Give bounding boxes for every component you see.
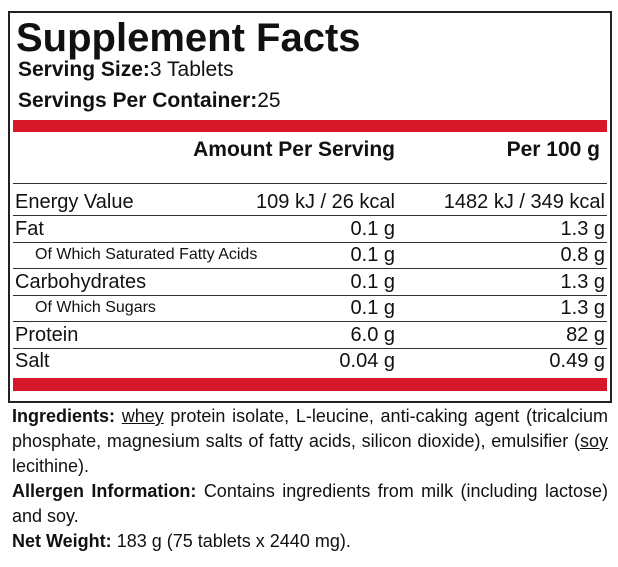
label: Servings Per Container: <box>18 89 258 112</box>
nutrient-name: Of Which Saturated Fatty Acids <box>35 246 258 263</box>
red-bar <box>13 120 607 132</box>
value: 25 <box>257 89 281 112</box>
label: Serving Size: <box>18 58 150 81</box>
table-row: Of Which Sugars 0.1 g 1.3 g <box>13 295 607 322</box>
table-row: Salt 0.04 g 0.49 g <box>13 348 607 374</box>
nutrient-name: Protein <box>15 323 79 346</box>
serving-size: Serving Size:3 Tablets <box>18 57 234 83</box>
servings: Servings Per Container:25 <box>18 88 281 114</box>
nutrient-name: Of Which Sugars <box>35 299 156 316</box>
facts-panel: Supplement Facts Serving Size:3 Tablets … <box>8 11 612 403</box>
per-serving: 0.1 g <box>350 297 395 319</box>
text: protein isolate, L-leucine, anti-caking … <box>12 406 608 451</box>
per-100g: 1.3 g <box>560 217 605 240</box>
per-serving: 0.1 g <box>350 244 395 266</box>
per-100g: 0.8 g <box>560 244 605 266</box>
ingredients: Ingredients: whey protein isolate, L-leu… <box>12 404 608 479</box>
allergen: Allergen Information: Contains ingredien… <box>12 479 608 529</box>
per-serving: 0.1 g <box>350 270 395 293</box>
label: Allergen Information: <box>12 481 197 501</box>
table-row: Energy Value 109 kJ / 26 kcal 1482 kJ / 34… <box>13 189 607 216</box>
nutrient-name: Fat <box>15 217 44 240</box>
per-100g: 82 g <box>566 323 605 346</box>
table-row: Protein 6.0 g 82 g <box>13 322 607 349</box>
per-100g: 1482 kJ / 349 kcal <box>443 191 605 213</box>
text: lecithine). <box>12 456 90 476</box>
label: Ingredients: <box>12 406 116 426</box>
title: Supplement Facts <box>16 16 361 60</box>
per-serving: 109 kJ / 26 kcal <box>256 191 395 213</box>
per-100g: 0.49 g <box>549 350 605 372</box>
divider <box>13 183 607 184</box>
nutrient-name: Carbohydrates <box>15 270 147 293</box>
per-serving: 0.04 g <box>339 350 395 372</box>
footer-text: Ingredients: whey protein isolate, L-leu… <box>12 404 608 554</box>
allergen-word: whey <box>121 406 164 426</box>
text: 183 g (75 tablets x 2440 mg). <box>116 531 351 551</box>
table-row: Carbohydrates 0.1 g 1.3 g <box>13 269 607 296</box>
column-header: Amount Per Serving <box>193 138 395 161</box>
per-100g: 1.3 g <box>560 297 605 319</box>
column-header: Per 100 g <box>506 138 600 161</box>
value: 3 Tablets <box>149 58 234 81</box>
allergen-word: soy <box>579 431 608 451</box>
nutrient-name: Salt <box>15 350 50 372</box>
per-100g: 1.3 g <box>560 270 605 293</box>
per-serving: 0.1 g <box>350 217 395 240</box>
label: Net Weight: <box>12 531 112 551</box>
table-row: Of Which Saturated Fatty Acids 0.1 g 0.8 g <box>13 242 607 269</box>
text: Contains ingredients from milk (includin… <box>12 481 608 526</box>
nutrient-name: Energy Value <box>15 191 134 213</box>
per-serving: 6.0 g <box>350 323 395 346</box>
table-row: Fat 0.1 g 1.3 g <box>13 216 607 243</box>
net-weight: Net Weight: 183 g (75 tablets x 2440 mg)… <box>12 529 608 554</box>
red-bar <box>13 378 607 391</box>
